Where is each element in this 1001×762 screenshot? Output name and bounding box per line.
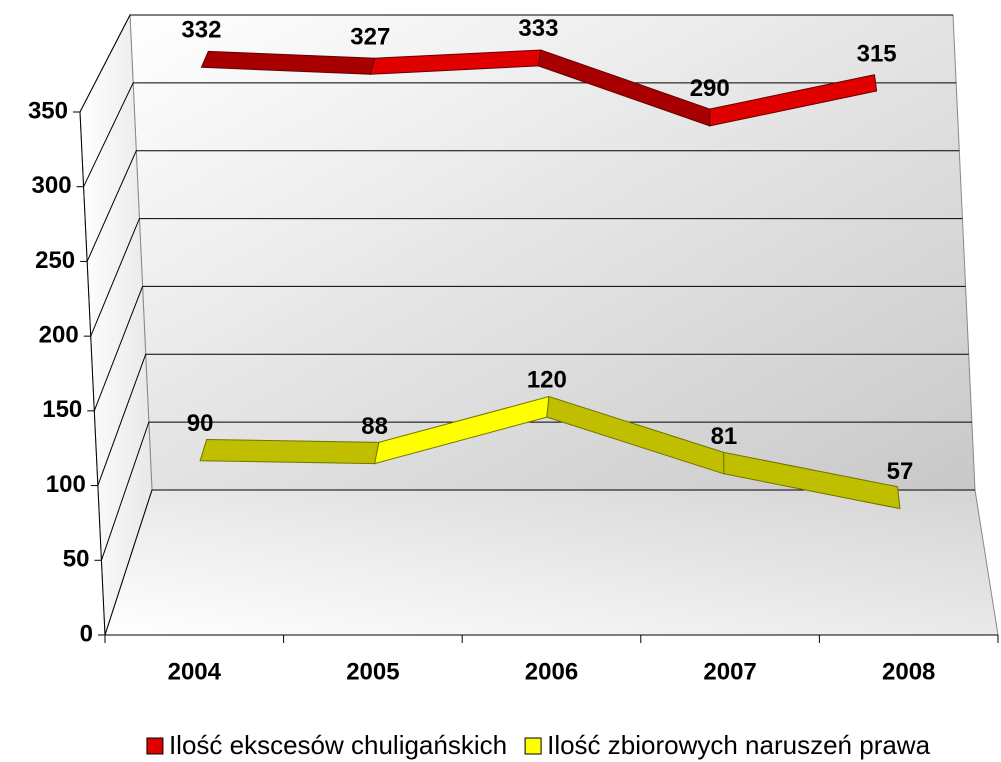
grid-line	[93, 285, 966, 412]
grid-line	[104, 489, 975, 636]
legend-label: Ilość zbiorowych naruszeń prawa	[547, 730, 930, 760]
data-label: 333	[518, 15, 558, 42]
floor	[104, 489, 999, 636]
x-tick-label: 2007	[703, 658, 756, 685]
data-label: 57	[887, 458, 914, 485]
grid-line	[83, 82, 957, 187]
ribbon-segment	[723, 451, 901, 510]
data-label: 332	[181, 17, 221, 44]
y-tick-label: 350	[28, 97, 68, 124]
legend-label: Ilość ekscesów chuligańskich	[169, 730, 507, 760]
legend: Ilość ekscesów chuligańskich Ilość zbioro…	[146, 730, 931, 760]
data-label: 81	[711, 423, 738, 450]
data-label: 315	[857, 40, 897, 67]
grid-line	[90, 218, 963, 337]
x-tick-label: 2006	[525, 658, 578, 685]
y-tick-label: 50	[63, 546, 90, 573]
data-label: 120	[527, 366, 567, 393]
data-label: 327	[350, 24, 390, 51]
x-tick-label: 2005	[346, 658, 399, 685]
y-tick-label: 200	[39, 321, 79, 348]
plot-area: 0 50 100 150 200 250 300 350 2004 2005 2006 2007 200…	[28, 13, 999, 685]
y-tick-label: 150	[42, 396, 82, 423]
grid-line	[79, 14, 953, 113]
grid-line	[100, 421, 972, 561]
ribbon-segment	[199, 438, 380, 465]
series: 332 327 333 290 315	[181, 15, 897, 127]
series: 90 88 120 81 57	[187, 366, 914, 510]
legend-swatch	[524, 737, 542, 755]
grid-line	[86, 150, 960, 262]
y-tick-label: 250	[35, 247, 75, 274]
data-label: 88	[361, 413, 388, 440]
grid-line	[97, 353, 969, 486]
x-tick-label: 2008	[882, 658, 935, 685]
ribbon-segment	[709, 74, 878, 127]
y-tick-label: 0	[80, 620, 93, 647]
legend-swatch	[146, 737, 164, 755]
y-axis	[79, 111, 106, 636]
x-tick-label: 2004	[168, 658, 222, 685]
data-label: 290	[690, 75, 730, 102]
y-tick-label: 100	[46, 471, 86, 498]
y-tick-label: 300	[32, 172, 72, 199]
data-label: 90	[187, 410, 214, 437]
